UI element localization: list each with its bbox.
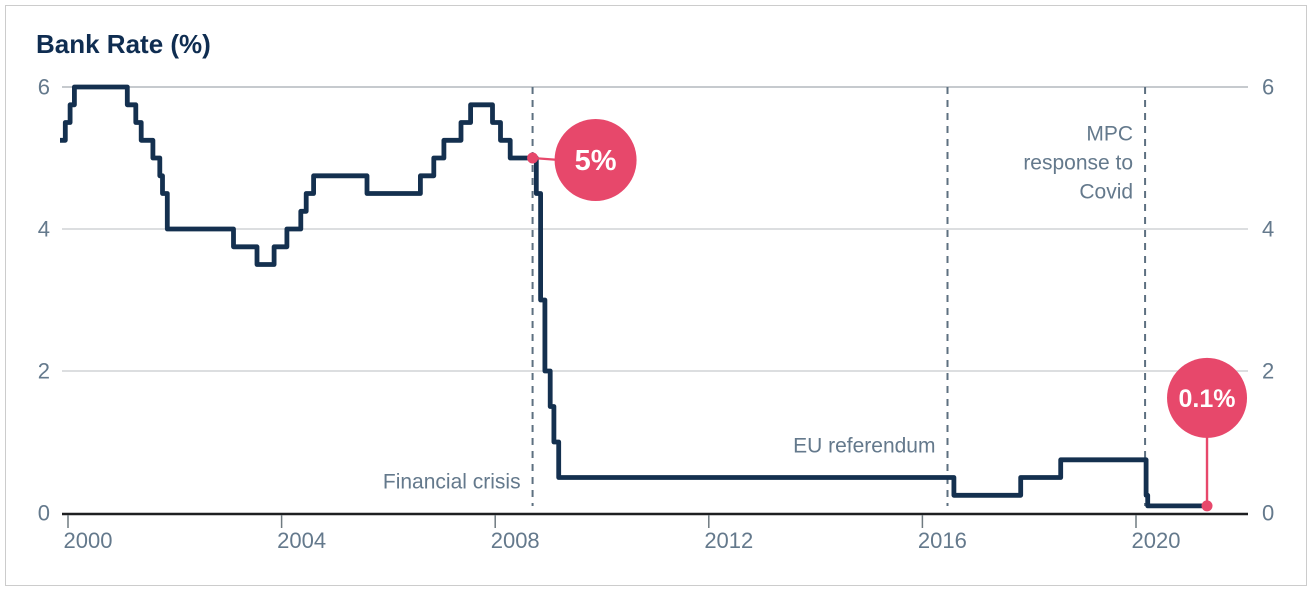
x-tick-label-2000: 2000 bbox=[64, 528, 113, 553]
y-tick-label-left-0: 0 bbox=[38, 501, 50, 526]
x-tick-label-2020: 2020 bbox=[1132, 528, 1181, 553]
y-tick-label-left-6: 6 bbox=[38, 75, 50, 100]
annotation-label-eu-referendum: EU referendum bbox=[793, 435, 935, 458]
annotation-label-financial-crisis: Financial crisis bbox=[383, 471, 521, 494]
callout-5pct-label: 5% bbox=[575, 145, 617, 177]
x-tick-label-2008: 2008 bbox=[491, 528, 540, 553]
y-tick-label-left-2: 2 bbox=[38, 359, 50, 384]
callout-01pct-anchor-dot bbox=[1201, 500, 1213, 512]
x-tick-label-2016: 2016 bbox=[918, 528, 967, 553]
x-tick-label-2012: 2012 bbox=[704, 528, 753, 553]
chart-card bbox=[5, 5, 1307, 586]
y-tick-label-right-6: 6 bbox=[1262, 75, 1274, 100]
callout-5pct-anchor-dot bbox=[527, 152, 539, 164]
y-tick-label-right-0: 0 bbox=[1262, 501, 1274, 526]
x-tick-label-2004: 2004 bbox=[277, 528, 326, 553]
annotation-label-mpc-covid: Covid bbox=[1079, 181, 1133, 204]
annotation-label-mpc-covid: response to bbox=[1023, 152, 1133, 175]
bank-rate-step-line bbox=[60, 84, 1207, 509]
callout-01pct-label: 0.1% bbox=[1179, 385, 1236, 413]
annotation-label-mpc-covid: MPC bbox=[1086, 123, 1133, 146]
callout-5pct-badge bbox=[554, 119, 637, 201]
y-tick-label-right-4: 4 bbox=[1262, 217, 1274, 242]
chart-title: Bank Rate (%) bbox=[36, 29, 211, 59]
callout-01pct-badge bbox=[1167, 357, 1248, 438]
y-tick-label-left-4: 4 bbox=[38, 217, 50, 242]
y-tick-label-right-2: 2 bbox=[1262, 359, 1274, 384]
